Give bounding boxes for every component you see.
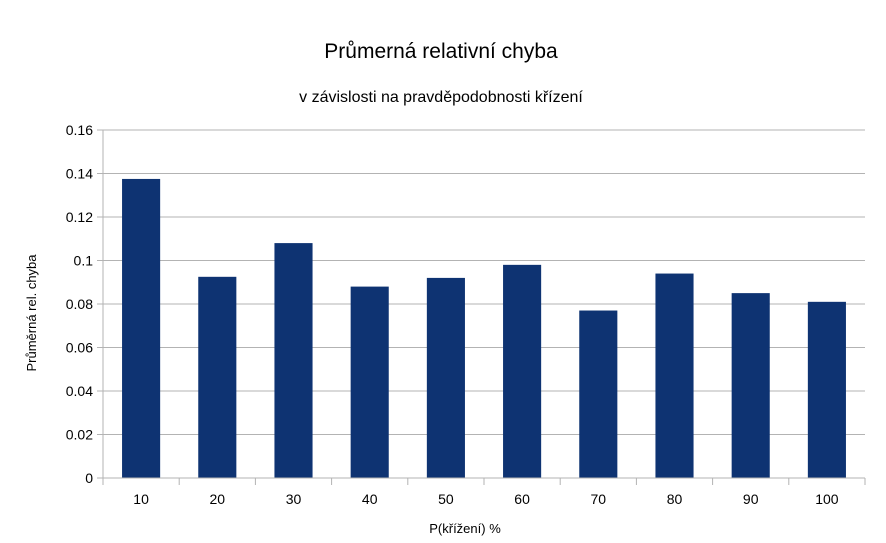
y-tick-label: 0.14 (66, 166, 93, 182)
y-tick-label: 0.06 (66, 340, 93, 356)
x-tick-label: 70 (591, 491, 607, 507)
x-tick-label: 10 (133, 491, 149, 507)
x-tick-label: 40 (362, 491, 378, 507)
bar (579, 310, 618, 478)
x-tick-label: 50 (438, 491, 454, 507)
bar (731, 293, 770, 478)
x-tick-label: 80 (667, 491, 683, 507)
bar (807, 301, 846, 478)
y-tick-label: 0.02 (66, 427, 93, 443)
axes (102, 130, 866, 485)
x-tick-label: 30 (286, 491, 302, 507)
x-tick-label: 90 (743, 491, 759, 507)
bar (655, 273, 694, 478)
y-axis-title: Průměrná rel. chyba (24, 254, 39, 372)
y-tick-labels: 0 0.02 0.04 0.06 0.08 0.1 0.12 0.14 0.16 (66, 122, 93, 486)
y-tick-label: 0.1 (74, 253, 94, 269)
x-tick-label: 60 (514, 491, 530, 507)
x-tick-labels: 10 20 30 40 50 60 70 80 90 100 (133, 491, 838, 507)
bar (274, 243, 313, 478)
chart-subtitle: v závislosti na pravděpodobnosti křízení (299, 89, 583, 106)
y-tick-label: 0 (85, 470, 93, 486)
bar (122, 178, 161, 478)
x-axis-title: P(křížení) % (429, 521, 501, 536)
y-tick-label: 0.08 (66, 296, 93, 312)
bar (503, 264, 542, 478)
y-tick-label: 0.12 (66, 209, 93, 225)
x-tick-label: 20 (210, 491, 226, 507)
bar (426, 277, 465, 478)
bar (350, 286, 389, 478)
x-tick-label: 100 (815, 491, 839, 507)
y-tick-label: 0.16 (66, 122, 93, 138)
chart-title: Průmerná relativní chyba (324, 40, 558, 63)
bar (198, 276, 237, 478)
y-tick-label: 0.04 (66, 383, 93, 399)
bars (122, 178, 846, 478)
